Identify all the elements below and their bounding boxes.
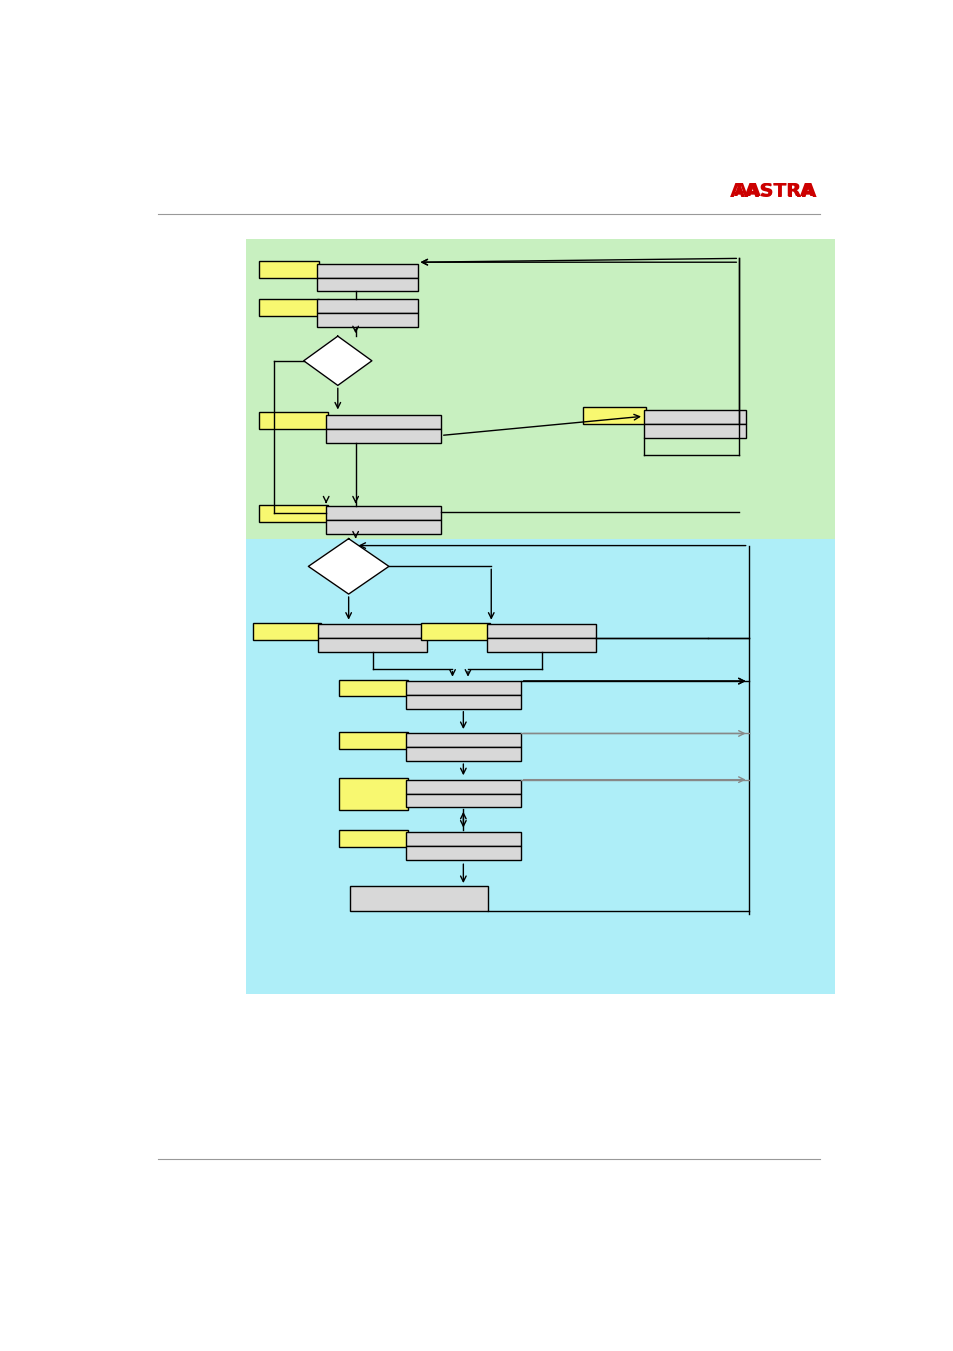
Bar <box>406 734 520 747</box>
Bar <box>245 539 834 994</box>
Bar <box>258 299 319 316</box>
Bar <box>406 846 520 859</box>
Bar <box>258 412 328 430</box>
Bar <box>326 416 440 430</box>
Bar <box>316 263 417 277</box>
Bar <box>406 780 520 793</box>
Bar <box>338 778 408 811</box>
Bar <box>326 520 440 534</box>
Bar <box>350 886 488 911</box>
Bar <box>406 747 520 761</box>
Bar <box>406 832 520 846</box>
Bar <box>487 624 596 638</box>
Bar <box>245 239 834 570</box>
Bar <box>316 313 417 327</box>
Bar <box>318 638 427 651</box>
Polygon shape <box>308 539 389 594</box>
Bar <box>487 638 596 651</box>
Bar <box>338 732 408 748</box>
Bar <box>258 505 328 521</box>
Bar <box>406 694 520 709</box>
Bar <box>253 623 320 639</box>
Bar <box>326 430 440 443</box>
Bar <box>582 407 645 424</box>
Text: AASTRA: AASTRA <box>733 182 814 200</box>
Bar <box>406 681 520 694</box>
Bar <box>258 261 319 277</box>
Bar <box>338 831 408 847</box>
Bar <box>643 411 745 424</box>
Bar <box>643 424 745 438</box>
Polygon shape <box>303 336 372 385</box>
Bar <box>316 299 417 313</box>
Bar <box>316 277 417 292</box>
Text: AASTRA: AASTRA <box>729 182 817 201</box>
Bar <box>421 623 489 639</box>
Bar <box>406 793 520 808</box>
Bar <box>338 680 408 697</box>
Bar <box>326 507 440 520</box>
Bar <box>318 624 427 638</box>
